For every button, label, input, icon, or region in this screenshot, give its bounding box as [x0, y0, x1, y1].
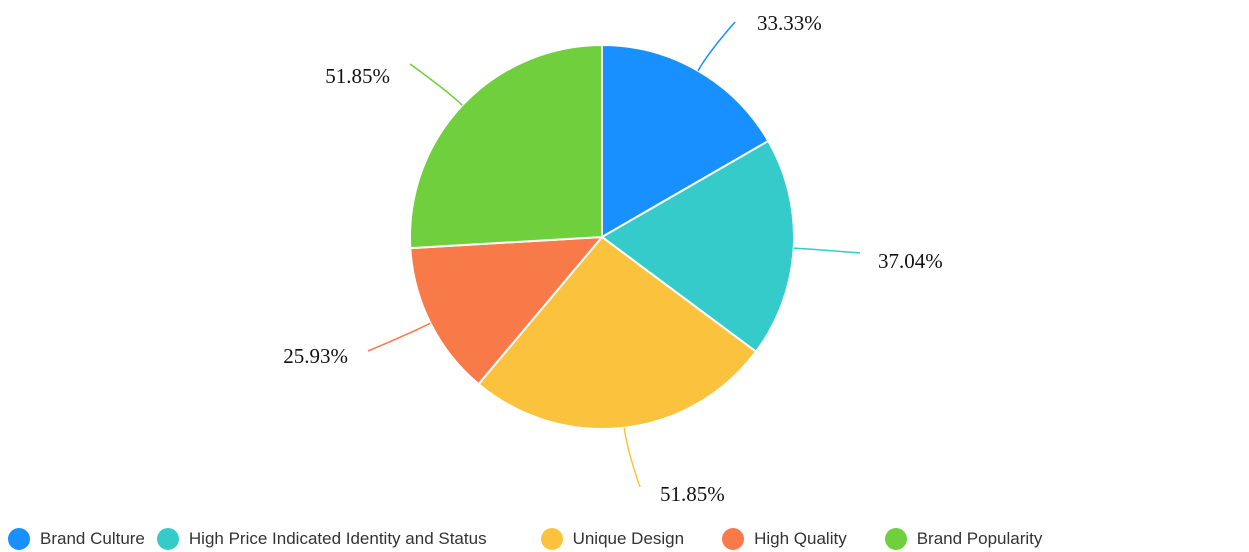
legend-item: Unique Design — [540, 528, 685, 550]
leader-line — [793, 247, 861, 254]
legend-swatch — [156, 528, 179, 550]
pie-slice-brand-culture — [601, 43, 770, 239]
data-label: 37.04% — [878, 249, 943, 273]
legend: Brand Culture High Price Indicated Identi… — [8, 526, 1249, 552]
legend-swatch — [722, 528, 745, 550]
legend-item: Brand Culture — [8, 528, 145, 550]
legend-label: Brand Popularity — [916, 529, 1043, 548]
leader-line — [409, 63, 463, 106]
data-label: 33.33% — [757, 11, 822, 35]
leader-line — [623, 427, 641, 488]
legend-swatch — [540, 528, 563, 550]
legend-item: Brand Popularity — [884, 528, 1043, 550]
legend-label: High Quality — [754, 529, 847, 548]
data-label: 25.93% — [283, 344, 348, 368]
legend-item: High Quality — [722, 528, 847, 550]
pie-chart-canvas: 33.33% 37.04% 51.85% 25.93% 51.85% — [283, 11, 943, 506]
leader-line — [367, 322, 431, 352]
data-label: 51.85% — [325, 64, 390, 88]
legend-label: High Price Indicated Identity and Status — [188, 529, 487, 548]
data-label: 51.85% — [660, 482, 725, 506]
leader-line — [697, 21, 736, 72]
legend-label: Brand Culture — [40, 529, 145, 548]
legend-item: High Price Indicated Identity and Status — [156, 528, 487, 550]
legend-label: Unique Design — [572, 529, 685, 548]
pie-slice-brand-popularity — [409, 43, 603, 250]
legend-swatch — [884, 528, 907, 550]
legend-swatch — [8, 528, 30, 550]
